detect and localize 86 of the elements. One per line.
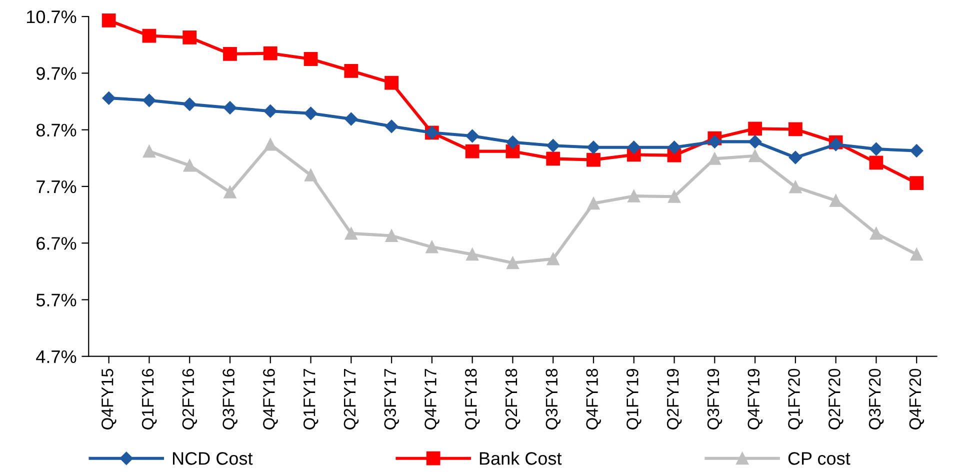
- point: [304, 106, 318, 120]
- point: [102, 91, 116, 105]
- point: [910, 144, 924, 158]
- legend-label: Bank Cost: [480, 452, 562, 465]
- point: [263, 46, 278, 60]
- point: [870, 142, 883, 156]
- y-tick-label: 8.7%: [36, 124, 76, 137]
- point: [142, 28, 156, 43]
- point: [183, 159, 196, 172]
- point: [546, 139, 560, 152]
- point: [910, 248, 923, 261]
- point: [264, 138, 277, 151]
- y-tick-label: 9.7%: [36, 67, 76, 80]
- point: [142, 145, 156, 158]
- x-tick-label: Q3FY20: [868, 368, 884, 430]
- point: [546, 252, 560, 266]
- point: [627, 140, 640, 154]
- point: [224, 186, 236, 198]
- y-tick-label: 5.7%: [36, 294, 76, 306]
- point: [142, 94, 156, 107]
- point: [466, 248, 479, 261]
- point: [102, 14, 116, 28]
- x-tick-label: Q2FY20: [828, 368, 844, 430]
- point: [304, 168, 318, 182]
- x-tick-label: Q4FY16: [263, 368, 278, 430]
- point: [223, 46, 237, 61]
- point: [668, 140, 681, 154]
- point: [344, 64, 358, 78]
- y-tick-label: 10.7%: [27, 10, 76, 24]
- x-tick-label: Q2FY18: [505, 368, 520, 430]
- point: [870, 227, 882, 240]
- x-tick-label: Q1FY16: [142, 368, 157, 430]
- y-tick-label: 7.7%: [36, 180, 76, 194]
- y-tick-label: 4.7%: [36, 350, 76, 364]
- x-tick-label: Q3FY18: [546, 368, 561, 430]
- x-tick-label: Q4FY20: [909, 368, 924, 430]
- x-tick-label: Q4FY18: [586, 368, 601, 430]
- point: [789, 180, 802, 194]
- point: [748, 135, 762, 148]
- point: [708, 135, 722, 148]
- point: [506, 136, 520, 149]
- y-tick-label: 6.7%: [36, 237, 76, 250]
- point: [506, 256, 519, 270]
- point: [829, 138, 842, 152]
- point: [668, 190, 681, 203]
- x-tick-label: Q2FY16: [182, 368, 198, 430]
- point: [264, 104, 277, 118]
- x-tick-label: Q3FY16: [222, 368, 238, 430]
- x-tick-label: Q3FY17: [384, 369, 400, 430]
- point: [586, 152, 600, 167]
- point: [183, 98, 196, 111]
- x-tick-label: Q4FY17: [424, 369, 440, 430]
- point: [628, 190, 640, 202]
- point: [869, 156, 884, 170]
- x-tick-label: Q3FY19: [707, 368, 722, 430]
- point: [788, 122, 802, 136]
- point: [182, 30, 197, 44]
- point: [910, 176, 924, 190]
- x-tick-label: Q1FY18: [464, 368, 480, 430]
- point: [708, 152, 721, 165]
- point: [586, 140, 600, 154]
- point: [384, 120, 398, 133]
- x-tick-label: Q1FY17: [303, 369, 318, 430]
- point: [385, 229, 398, 242]
- point: [546, 152, 560, 166]
- x-tick-label: Q2FY19: [666, 368, 682, 430]
- x-tick-label: Q4FY15: [101, 368, 116, 430]
- point: [748, 122, 762, 136]
- point: [344, 112, 358, 126]
- x-tick-label: Q1FY20: [788, 368, 803, 430]
- legend-label: NCD Cost: [172, 452, 253, 465]
- legend-label: CP cost: [788, 452, 850, 465]
- point: [426, 240, 438, 254]
- point: [465, 144, 480, 158]
- point: [304, 52, 318, 66]
- point: [344, 227, 358, 240]
- point: [466, 129, 479, 143]
- x-tick-label: Q1FY19: [626, 368, 642, 430]
- x-tick-label: Q2FY17: [344, 369, 359, 430]
- point: [223, 101, 237, 114]
- point: [748, 150, 762, 162]
- x-tick-label: Q4FY19: [748, 368, 763, 430]
- point: [587, 197, 600, 210]
- point: [830, 194, 842, 207]
- point: [788, 150, 802, 164]
- point: [384, 76, 398, 90]
